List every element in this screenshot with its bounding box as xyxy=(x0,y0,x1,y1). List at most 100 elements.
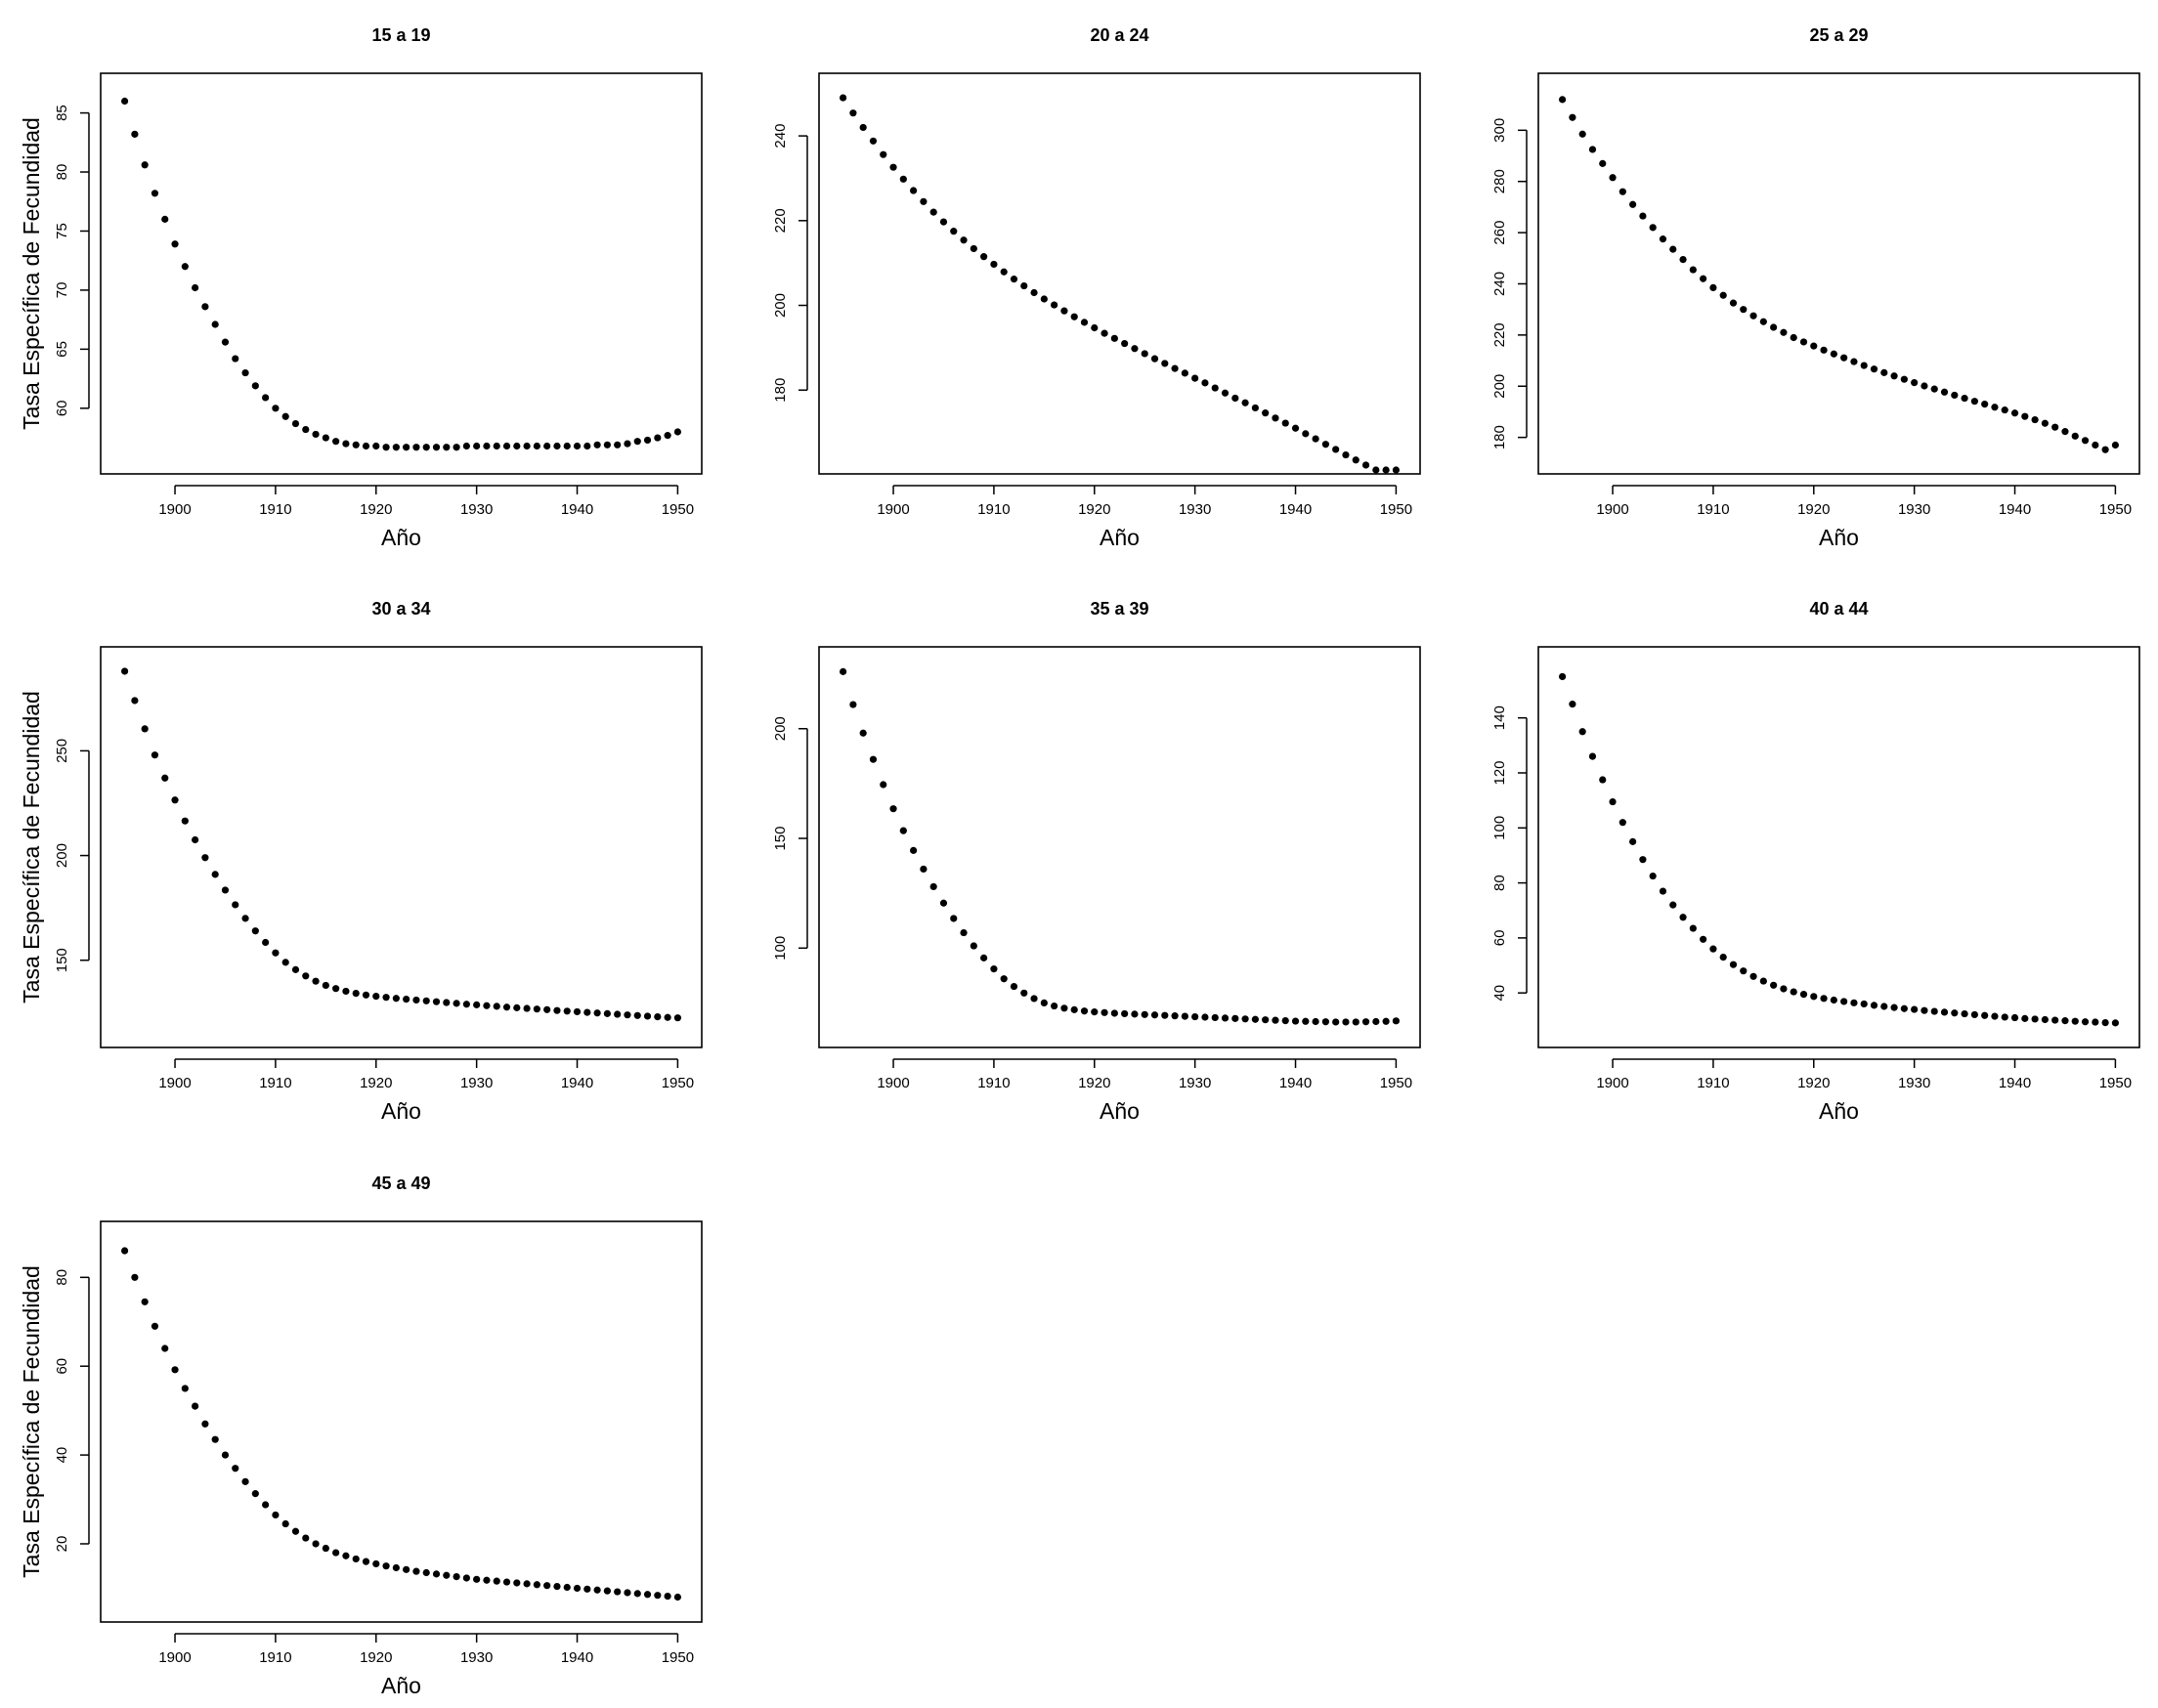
data-point xyxy=(593,441,601,448)
data-point xyxy=(950,228,958,235)
y-tick-label: 80 xyxy=(1491,875,1508,891)
data-point xyxy=(272,949,280,957)
data-point xyxy=(869,755,878,763)
data-point xyxy=(1880,368,1888,376)
data-point xyxy=(543,1582,551,1590)
x-tick-label: 1920 xyxy=(1797,1075,1830,1091)
y-tick-label: 300 xyxy=(1491,118,1508,143)
data-point xyxy=(2021,412,2029,420)
data-point xyxy=(633,438,641,446)
x-tick-label: 1940 xyxy=(1279,501,1312,518)
data-point xyxy=(1588,752,1597,760)
data-point xyxy=(362,991,370,999)
x-tick-label: 1900 xyxy=(158,501,191,518)
data-point xyxy=(1991,404,1999,411)
data-point xyxy=(2071,432,2079,440)
data-point xyxy=(502,442,511,450)
x-tick-label: 1910 xyxy=(977,1075,1010,1091)
data-point xyxy=(1251,404,1259,412)
x-axis-label: Año xyxy=(381,1673,421,1698)
data-point xyxy=(332,1549,340,1557)
data-point xyxy=(1770,323,1778,331)
x-tick-label: 1930 xyxy=(460,1075,493,1091)
data-point xyxy=(543,442,551,450)
data-point xyxy=(1291,424,1300,432)
data-point xyxy=(664,1013,671,1021)
data-point xyxy=(513,442,521,450)
data-point xyxy=(523,442,531,450)
data-point xyxy=(889,163,897,171)
x-tick-label: 1910 xyxy=(977,501,1010,518)
data-point xyxy=(462,1574,470,1582)
data-point xyxy=(1649,224,1657,232)
y-tick-label: 85 xyxy=(54,105,70,121)
data-point xyxy=(322,981,329,990)
data-point xyxy=(302,972,310,980)
data-point xyxy=(1372,466,1380,474)
data-point xyxy=(929,208,937,216)
data-point xyxy=(1070,313,1078,320)
x-axis: 1900 1910 1920 1930 1940 1950 xyxy=(1596,485,2132,518)
data-point xyxy=(141,161,149,169)
data-point xyxy=(1951,1009,1959,1017)
data-point xyxy=(2071,1017,2079,1025)
data-point xyxy=(1559,96,1567,104)
data-point xyxy=(1272,1016,1279,1024)
data-point xyxy=(1729,299,1738,307)
data-point xyxy=(1060,1004,1068,1012)
y-tick-label: 40 xyxy=(1491,985,1508,1002)
y-tick-label: 80 xyxy=(54,1269,70,1286)
data-point xyxy=(910,187,918,194)
data-point xyxy=(473,442,481,450)
x-tick-label: 1910 xyxy=(1697,501,1729,518)
x-tick-label: 1940 xyxy=(561,1649,593,1666)
data-point xyxy=(1810,993,1818,1001)
data-point xyxy=(1030,995,1038,1003)
y-axis-label: Tasa Específica de Fecundidad xyxy=(19,691,44,1003)
data-point xyxy=(1940,388,1949,396)
data-point xyxy=(232,1465,239,1473)
data-point xyxy=(2081,437,2090,445)
data-point xyxy=(1051,301,1058,309)
x-tick-label: 1920 xyxy=(1797,501,1830,518)
y-tick-label: 60 xyxy=(54,1358,70,1375)
data-point xyxy=(849,701,857,708)
data-point xyxy=(1890,1003,1898,1011)
data-point xyxy=(372,442,380,450)
data-point xyxy=(151,751,159,759)
data-point xyxy=(161,215,169,223)
data-point xyxy=(553,1583,561,1591)
data-point xyxy=(1970,1010,1978,1019)
data-point xyxy=(443,1571,451,1579)
data-point xyxy=(1281,419,1289,427)
data-point xyxy=(1639,856,1647,864)
data-point xyxy=(1241,399,1249,406)
data-point xyxy=(1352,1018,1360,1026)
plot-frame xyxy=(818,646,1421,1048)
chart-panel: 20 a 24 1900 1910 1920 1930 1940 1950 Año 180 200… xyxy=(772,25,1421,550)
x-tick-label: 1910 xyxy=(259,1075,291,1091)
data-point xyxy=(372,1559,380,1568)
data-point xyxy=(1669,901,1677,909)
data-point xyxy=(392,444,400,451)
data-point xyxy=(432,998,441,1005)
data-point xyxy=(291,1527,300,1535)
data-point xyxy=(362,442,370,450)
data-points xyxy=(840,667,1400,1026)
y-tick-label: 75 xyxy=(54,223,70,239)
data-point xyxy=(1352,456,1360,464)
data-points xyxy=(1559,672,2119,1027)
data-point xyxy=(201,303,209,311)
data-point xyxy=(654,1012,662,1021)
x-axis: 1900 1910 1920 1930 1940 1950 xyxy=(158,485,694,518)
data-point xyxy=(483,442,491,450)
y-tick-label: 240 xyxy=(1491,272,1508,296)
data-point xyxy=(1131,1010,1139,1018)
data-point xyxy=(493,1577,500,1585)
data-point xyxy=(1981,400,1989,408)
data-point xyxy=(241,1477,249,1485)
data-point xyxy=(1900,375,1908,383)
data-points xyxy=(121,667,682,1022)
data-point xyxy=(1361,461,1370,469)
data-point xyxy=(513,1579,521,1587)
